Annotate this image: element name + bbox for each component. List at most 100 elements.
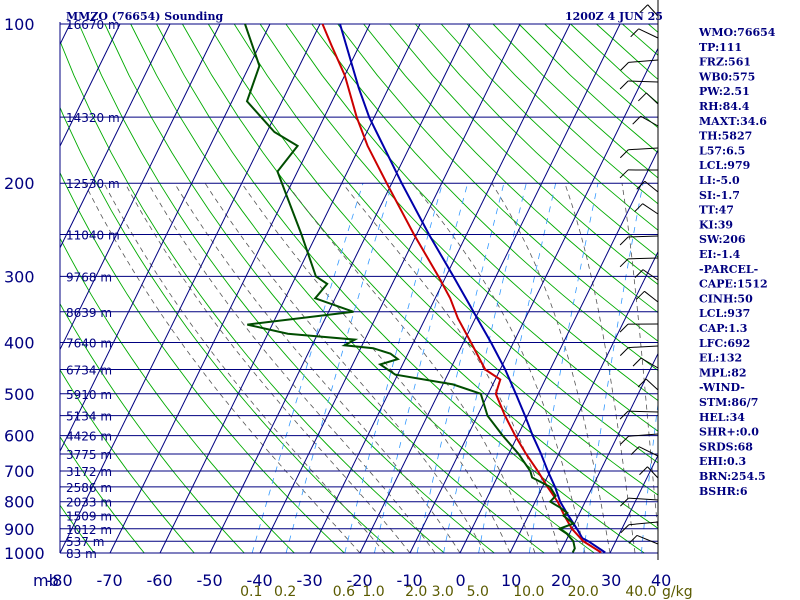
wind-barb-flag xyxy=(620,497,629,507)
dry-adiabat xyxy=(778,24,800,553)
wind-barb-flag xyxy=(619,323,629,333)
moist-adiabat xyxy=(286,182,536,554)
index-entry: LCL:937 xyxy=(699,307,750,320)
index-entry: MAXT:34.6 xyxy=(699,115,767,128)
index-entry: WB0:575 xyxy=(698,70,755,83)
background-lines xyxy=(60,23,800,554)
wind-barb-flag xyxy=(619,236,629,246)
wind-barb-flag xyxy=(637,92,647,102)
index-entry: CINH:50 xyxy=(699,292,753,305)
index-entry: SRDS:68 xyxy=(699,440,753,453)
height-label: 1012 m xyxy=(66,523,112,537)
wind-barb-flag xyxy=(619,80,629,90)
wind-barb-flag xyxy=(619,149,629,159)
mixing-ratio-unit: g/kg xyxy=(662,584,693,600)
isotherm xyxy=(309,23,571,554)
index-entry: FRZ:561 xyxy=(699,56,751,69)
dry-adiabat xyxy=(207,23,658,496)
height-label: 12530 m xyxy=(66,177,120,191)
index-entry: EHI:0.3 xyxy=(699,455,746,468)
isotherm xyxy=(109,23,371,554)
mixing-ratio-line xyxy=(478,183,557,554)
moist-adiabat xyxy=(103,183,386,554)
station-title: MMZO (76654) Sounding xyxy=(66,10,223,23)
wind-barb-flag xyxy=(619,169,629,179)
mixing-ratio-line xyxy=(583,183,644,554)
index-entry: TT:47 xyxy=(699,204,734,217)
isotherm xyxy=(459,149,658,554)
wind-barb-flag xyxy=(634,269,644,278)
isotherm xyxy=(60,23,121,148)
index-entry: LI:-5.0 xyxy=(699,174,740,187)
wind-barb-flag xyxy=(639,4,649,14)
dry-adiabat xyxy=(182,23,658,529)
index-entry: LCL:979 xyxy=(699,159,750,172)
temperature-tick-label: -30 xyxy=(297,571,323,590)
wind-barb-flag xyxy=(620,524,630,534)
wind-barb xyxy=(647,466,659,479)
temperature-tick-label: -60 xyxy=(147,571,173,590)
mixing-ratio-line xyxy=(251,183,364,554)
wind-barb xyxy=(628,433,659,437)
isotherm xyxy=(159,23,421,554)
moist-adiabat xyxy=(84,183,361,554)
wind-barb-flag xyxy=(619,258,629,268)
height-label: 4426 m xyxy=(66,430,112,444)
height-label: 14320 m xyxy=(66,111,120,125)
wind-barb xyxy=(636,534,659,545)
temperature-tick-label: 10 xyxy=(501,571,521,590)
moist-adiabat xyxy=(204,182,486,554)
isotherm xyxy=(359,23,621,554)
height-label: 83 m xyxy=(66,547,97,561)
height-label: 6734 m xyxy=(66,364,112,378)
wind-barb-flag xyxy=(632,115,642,125)
mixing-ratio-label: 20.0 xyxy=(568,584,599,600)
moist-adiabat xyxy=(342,182,561,554)
temperature-tick-label: -20 xyxy=(347,571,373,590)
wind-barb xyxy=(645,378,659,391)
index-entry: CAP:1.3 xyxy=(699,322,747,335)
temperature-tick-label: -40 xyxy=(247,571,273,590)
pressure-tick-label: 500 xyxy=(4,385,35,404)
height-label: 8639 m xyxy=(66,306,112,320)
isotherm xyxy=(60,23,271,453)
mixing-ratio-label: 1.0 xyxy=(362,584,384,600)
parcel-line xyxy=(339,23,606,554)
mixing-ratio-label: 5.0 xyxy=(467,584,489,600)
dry-adiabat xyxy=(60,302,245,554)
index-entry: MPL:82 xyxy=(699,366,747,379)
isotherm xyxy=(609,454,658,554)
wind-barb xyxy=(628,257,659,260)
mixing-ratio-label: 10.0 xyxy=(513,584,544,600)
index-entry: PW:2.51 xyxy=(699,85,750,98)
index-entry: BRN:254.5 xyxy=(699,470,766,483)
wind-barb xyxy=(647,4,659,17)
pressure-tick-label: 800 xyxy=(4,493,35,512)
wind-barb xyxy=(628,59,659,63)
isotherm xyxy=(60,23,321,554)
isotherm xyxy=(409,47,658,554)
wind-barb xyxy=(628,147,659,151)
isotherm xyxy=(60,23,221,351)
dewpoint-line xyxy=(244,23,576,553)
wind-barb xyxy=(638,28,659,39)
wind-barb-flag xyxy=(637,378,647,388)
mb-unit-label: mb xyxy=(33,571,59,590)
wind-barb xyxy=(638,446,659,457)
isotherm xyxy=(509,250,658,554)
mixing-ratio-label: 0.6 xyxy=(333,584,355,600)
index-entry: WMO:76654 xyxy=(698,26,776,39)
index-entry: L57:6.5 xyxy=(699,144,745,157)
wind-barb xyxy=(640,115,659,127)
index-entry: EI:-1.4 xyxy=(699,248,741,261)
wind-barb xyxy=(628,345,659,349)
wind-barb-flag xyxy=(636,180,646,190)
wind-barb-flag xyxy=(620,61,629,71)
height-label: 16670 m xyxy=(66,18,120,32)
pressure-tick-label: 700 xyxy=(4,462,35,481)
wind-barb-column xyxy=(619,0,659,560)
wind-barb xyxy=(628,80,659,83)
index-entry: LFC:692 xyxy=(699,337,750,350)
